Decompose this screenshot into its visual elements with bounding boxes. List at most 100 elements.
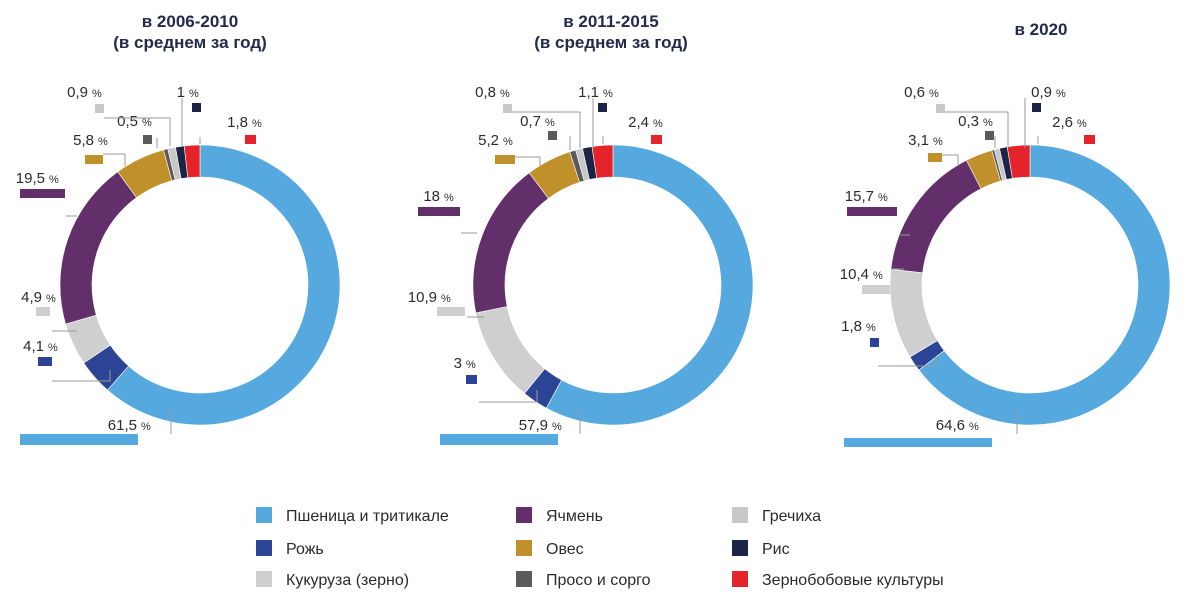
label-swatch [651,135,662,144]
percent-sign: % [929,88,939,100]
label-swatch [36,307,50,316]
legend-swatch [256,571,272,587]
label-swatch [844,438,992,447]
label-swatch [418,207,460,216]
slice-Ячмень [59,171,137,325]
leader-line [515,156,541,166]
label-swatch [847,207,897,216]
value-label: 4,1 [23,338,44,355]
percent-sign: % [466,359,476,371]
slice-Кукуруза (зерно) [475,306,546,394]
value-label: 1,8 [227,114,248,131]
leader-line [512,111,581,148]
percent-sign: % [444,192,454,204]
label-swatch [548,131,557,140]
value-label: 0,9 [67,84,88,101]
value-label: 0,3 [958,113,979,130]
percent-sign: % [48,342,58,354]
percent-sign: % [92,88,102,100]
value-label: 61,5 [108,417,137,434]
slice-Пшеница и тритикале [545,144,754,426]
value-label: 18 [423,188,440,205]
legend-swatch [256,507,272,523]
label-swatch [1032,103,1041,112]
percent-sign: % [252,118,262,130]
slice-Кукуруза (зерно) [889,268,938,358]
legend-swatch [732,571,748,587]
percent-sign: % [98,136,108,148]
legend-label: Просо и сорго [546,572,651,589]
label-swatch [936,104,945,113]
percent-sign: % [46,293,56,305]
value-label: 15,7 [845,188,874,205]
percent-sign: % [441,293,451,305]
chart-title: в 2011-2015 [563,12,659,31]
chart-title: (в среднем за год) [113,33,267,52]
value-label: 19,5 [16,170,45,187]
value-label: 2,4 [628,114,649,131]
percent-sign: % [142,117,152,129]
label-swatch [870,338,879,347]
slice-Зернобобовые культуры [183,144,201,179]
leader-line [103,153,126,166]
leader-line [878,357,937,367]
legend-swatch [256,540,272,556]
percent-sign: % [1077,118,1087,130]
value-label: 3 [454,355,462,372]
chart-title: в 2006-2010 [142,12,238,31]
legend-label: Кукуруза (зерно) [286,572,409,589]
label-swatch [862,285,890,294]
percent-sign: % [500,88,510,100]
percent-sign: % [603,88,613,100]
value-label: 57,9 [519,417,548,434]
value-label: 1,8 [841,318,862,335]
legend-label: Рожь [286,541,324,558]
percent-sign: % [866,322,876,334]
label-swatch [985,131,994,140]
donut-chart-3: в 2020 64,6 % 1,8 % 10,4 % 15,7 % 3,1 % 0,3 % 0,6% 0,9… [840,20,1171,447]
value-label: 64,6 [936,417,965,434]
percent-sign: % [878,192,888,204]
legend-label: Гречиха [762,508,821,525]
label-swatch [20,189,65,198]
percent-sign: % [503,136,513,148]
value-label: 0,8 [475,84,496,101]
donut-chart-1: в 2006-2010 (в среднем за год) 61,5 % 4,1 % 4,… [16,12,341,445]
percent-sign: % [933,136,943,148]
donut-chart-2: в 2011-2015 (в среднем за год) 57,9 % 3 % 10,9… [408,12,754,445]
legend-label: Ячмень [546,508,603,525]
label-swatch [38,357,52,366]
leader-line [52,370,111,382]
label-swatch [598,103,607,112]
value-label: 10,4 [840,266,869,283]
leader-line [104,117,171,146]
value-label: 1 [177,84,185,101]
value-label: 4,9 [21,289,42,306]
percent-sign: % [873,270,883,282]
value-label: 0,7 [520,113,541,130]
legend-swatch [516,507,532,523]
label-swatch [85,155,103,164]
legend-label: Рис [762,541,790,558]
value-label: 0,6 [904,84,925,101]
percent-sign: % [969,421,979,433]
chart-title: (в среднем за год) [534,33,688,52]
leader-line [479,390,538,403]
percent-sign: % [49,174,59,186]
leader-line [942,154,959,166]
legend-label: Пшеница и тритикале [286,508,449,525]
slice-Ячмень [472,172,549,314]
legend-label: Овес [546,541,584,558]
value-label: 1,1 [578,84,599,101]
label-swatch [503,104,512,113]
percent-sign: % [653,118,663,130]
legend: Пшеница и тритикале Ячмень Гречиха Рожь Овес… [256,507,944,589]
label-swatch [437,307,465,316]
label-swatch [20,434,138,445]
slice-Зернобобовые культуры [1006,144,1031,179]
percent-sign: % [141,421,151,433]
value-label: 5,2 [478,132,499,149]
label-swatch [495,155,515,164]
label-swatch [245,135,256,144]
